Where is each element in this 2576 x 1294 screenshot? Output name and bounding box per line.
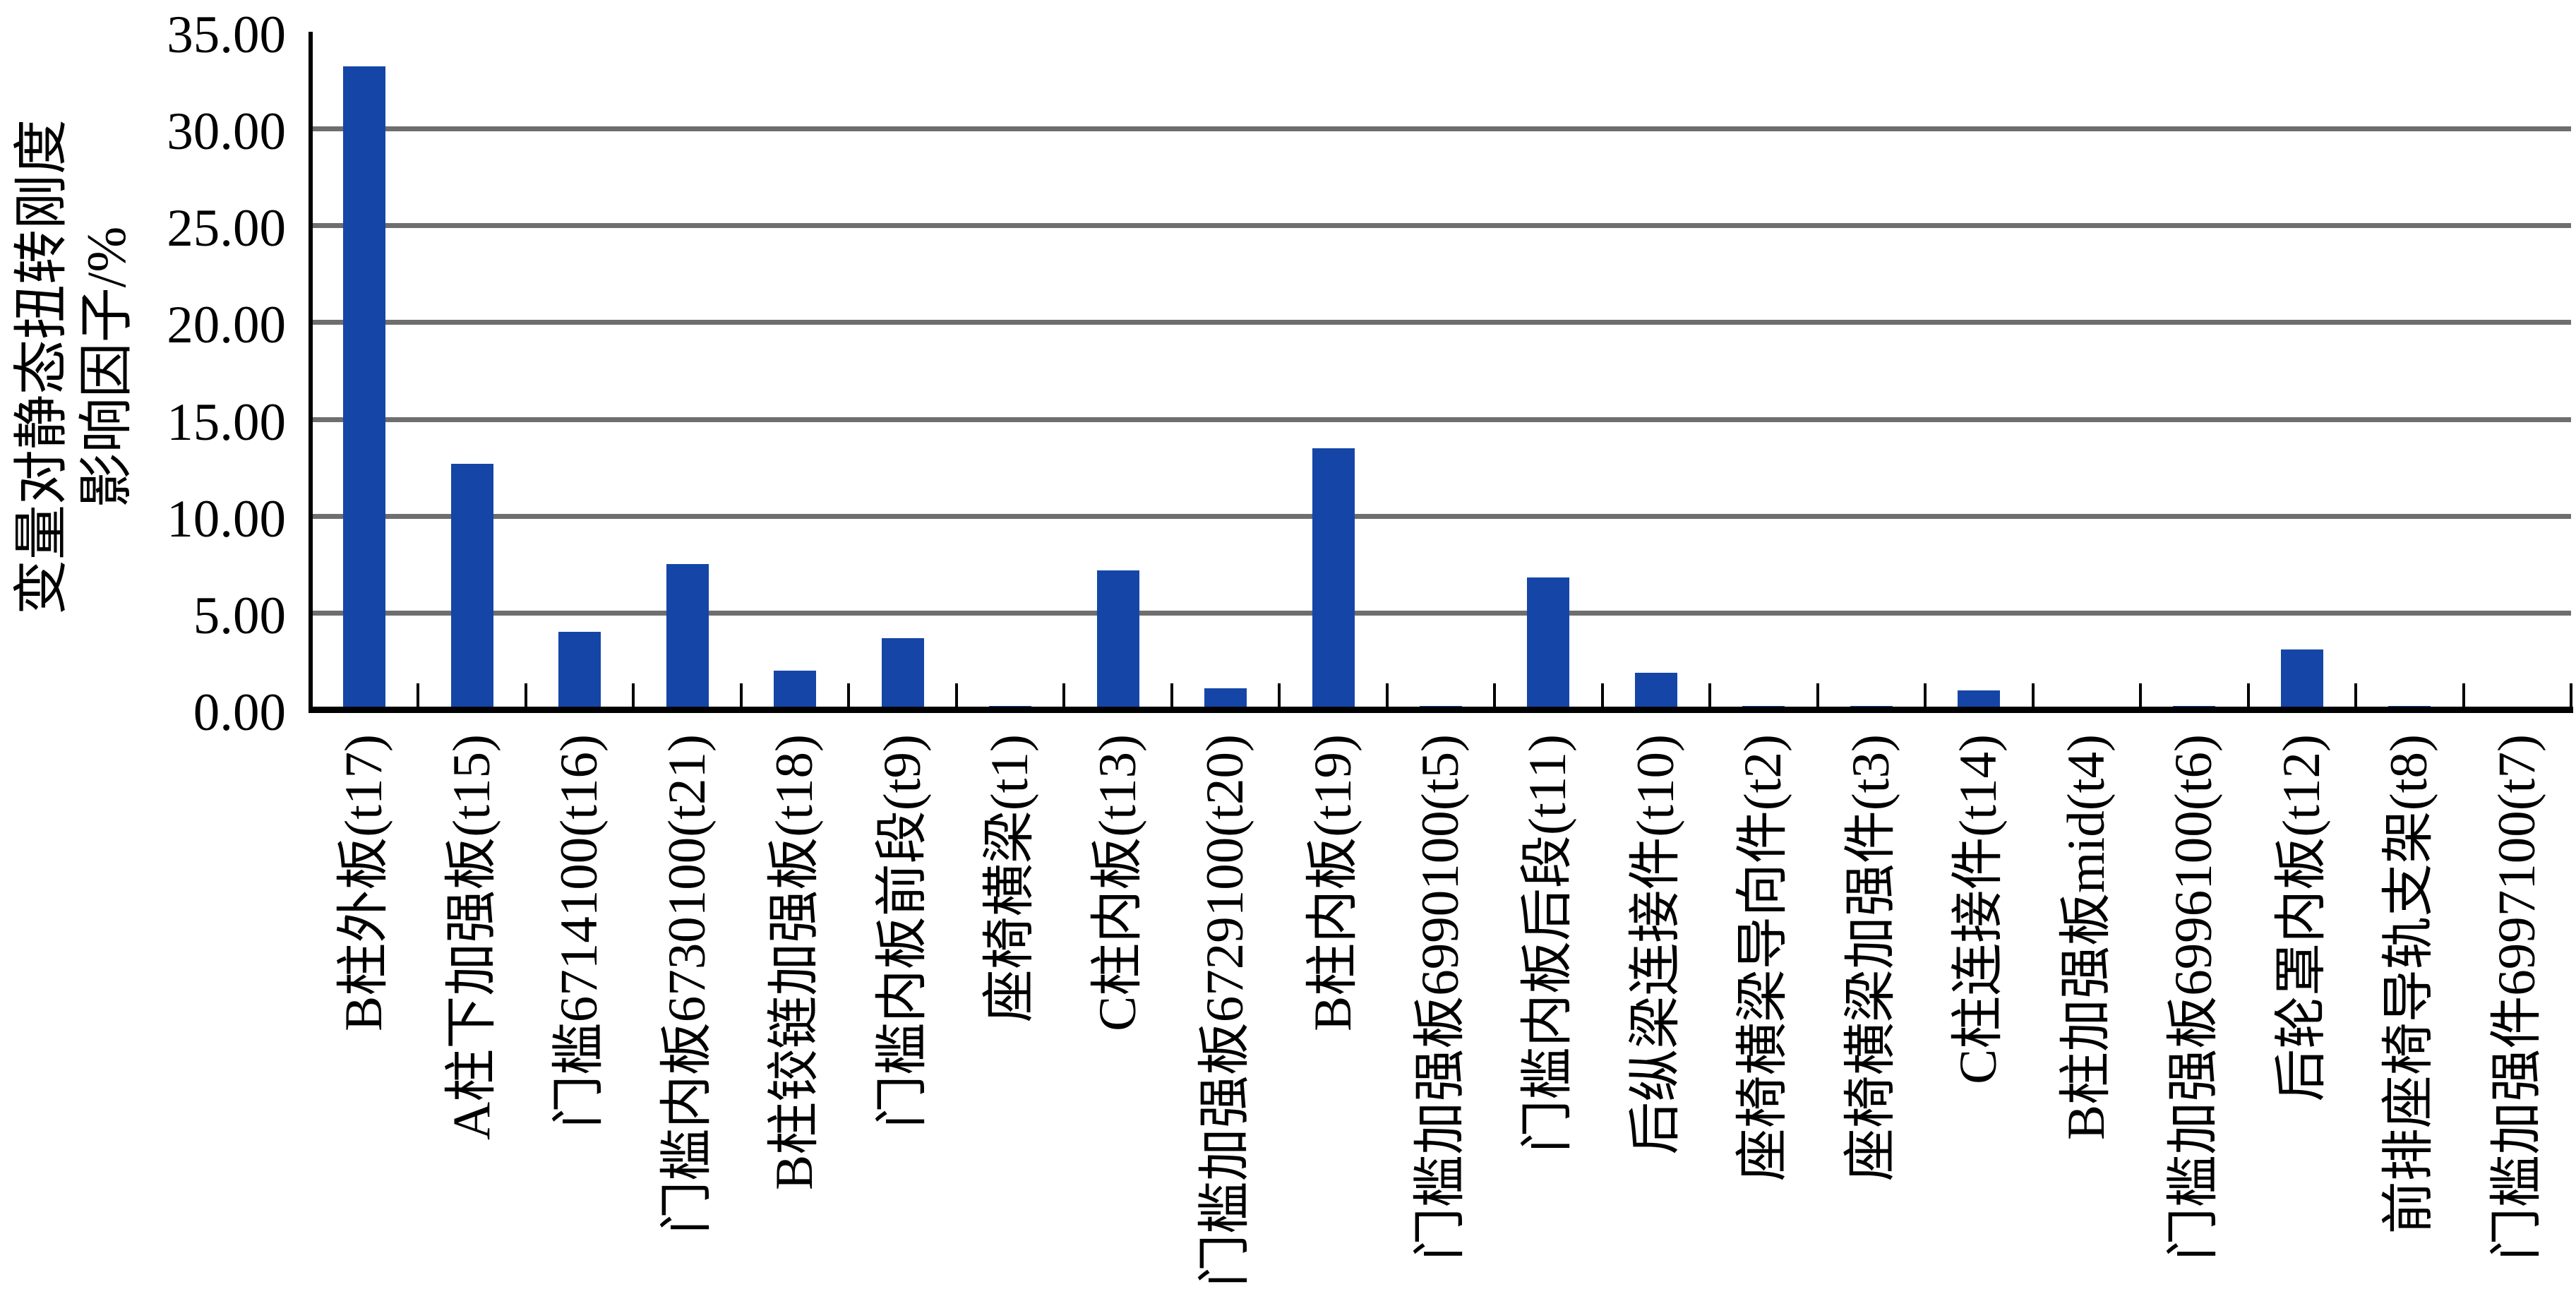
x-axis-label: B柱外板(t17): [335, 734, 393, 1031]
x-tick: [1062, 683, 1065, 707]
bar: [1635, 673, 1677, 709]
x-axis-label: 门槛内板后段(t11): [1518, 734, 1577, 1154]
gridline: [311, 126, 2571, 131]
bar: [451, 464, 493, 709]
x-axis-label: A柱下加强板(t15): [443, 734, 501, 1140]
y-axis-line: [308, 32, 313, 713]
x-axis-label: 座椅横梁(t1): [981, 734, 1039, 1023]
x-tick: [1601, 683, 1604, 707]
y-axis-title-line1: 变量对静态扭转刚度: [11, 119, 72, 616]
x-tick: [1170, 683, 1173, 707]
bar: [2281, 649, 2323, 709]
y-tick-label: 5.00: [193, 587, 286, 645]
x-axis-label: 座椅横梁加强件(t3): [1842, 734, 1900, 1182]
x-axis-label: 后轮罩内板(t12): [2272, 734, 2331, 1102]
bar: [1958, 690, 2000, 709]
x-tick: [525, 683, 527, 707]
x-tick: [2462, 683, 2465, 707]
x-axis-label: 门槛加强件6997100(t7): [2488, 734, 2546, 1261]
y-tick-label: 10.00: [167, 490, 286, 549]
x-axis-line: [308, 707, 2573, 713]
x-tick: [2570, 683, 2572, 707]
x-tick: [740, 683, 743, 707]
y-tick-label: 35.00: [167, 6, 286, 64]
y-tick-label: 20.00: [167, 296, 286, 354]
x-axis-label: 座椅横梁导向件(t2): [1734, 734, 1792, 1182]
x-tick: [1708, 683, 1711, 707]
x-axis-label: 门槛6714100(t16): [550, 734, 609, 1129]
bar: [1097, 570, 1139, 709]
bar: [1312, 448, 1355, 709]
x-axis-label: B柱加强板mid(t4): [2057, 734, 2116, 1140]
y-axis-title: 变量对静态扭转刚度 影响因子/%: [9, 85, 139, 649]
bar: [1527, 577, 1569, 709]
x-tick: [1816, 683, 1819, 707]
x-axis-label: 门槛加强板6996100(t6): [2164, 734, 2223, 1261]
x-tick: [955, 683, 958, 707]
bar: [343, 66, 385, 709]
bar: [558, 632, 601, 709]
gridline: [311, 611, 2571, 616]
x-tick: [1493, 683, 1496, 707]
x-tick: [2247, 683, 2250, 707]
y-axis-title-line2: 影响因子/%: [76, 226, 137, 508]
bar: [774, 671, 816, 709]
bar: [1204, 688, 1247, 709]
y-tick-label: 0.00: [193, 683, 286, 742]
x-tick: [632, 683, 635, 707]
x-axis-label: C柱连接件(t14): [1949, 734, 2008, 1084]
gridline: [311, 514, 2571, 519]
bar: [666, 564, 709, 709]
x-axis-label: B柱铰链加强板(t18): [765, 734, 824, 1190]
x-tick: [1386, 683, 1389, 707]
x-tick: [417, 683, 419, 707]
x-axis-label: C柱内板(t13): [1089, 734, 1147, 1031]
x-tick: [847, 683, 850, 707]
gridline: [311, 320, 2571, 325]
bar: [882, 638, 924, 709]
gridline: [311, 417, 2571, 422]
x-tick: [1278, 683, 1281, 707]
x-tick: [2354, 683, 2357, 707]
y-tick-label: 15.00: [167, 393, 286, 452]
x-tick: [1924, 683, 1927, 707]
x-tick: [2032, 683, 2035, 707]
x-axis-label: 门槛加强板6990100(t5): [1411, 734, 1470, 1261]
x-tick: [2139, 683, 2142, 707]
y-tick-label: 30.00: [167, 102, 286, 161]
x-axis-label: 前排座椅导轨支架(t8): [2380, 734, 2438, 1235]
gridline: [311, 223, 2571, 228]
x-axis-label: 门槛加强板6729100(t20): [1196, 734, 1254, 1288]
x-axis-label: 后纵梁连接件(t10): [1627, 734, 1685, 1155]
x-axis-label: B柱内板(t19): [1304, 734, 1362, 1031]
x-axis-label: 门槛内板6730100(t21): [658, 734, 717, 1235]
x-axis-label: 门槛内板前段(t9): [873, 734, 932, 1129]
y-tick-label: 25.00: [167, 199, 286, 258]
